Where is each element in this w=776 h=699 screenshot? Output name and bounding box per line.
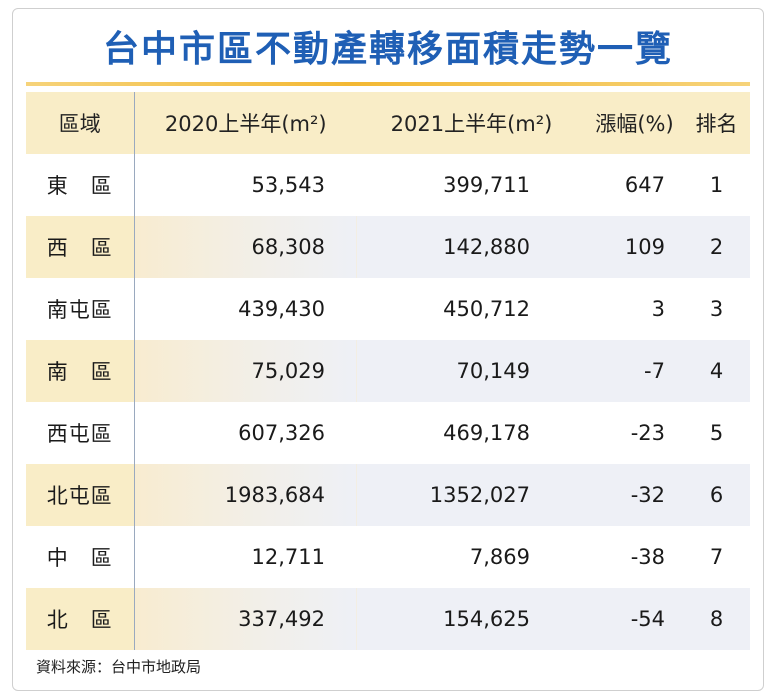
district-cell: 西屯區 <box>26 402 135 464</box>
table-row: 中 區 12,711 7,869 -38 7 <box>26 526 750 588</box>
area-2020-cell: 75,029 <box>134 340 357 402</box>
data-table: 區域 2020上半年(m²) 2021上半年(m²) 漲幅(%) 排名 東 區 … <box>26 92 751 650</box>
area-2020-cell: 1983,684 <box>134 464 357 526</box>
district-cell: 西 區 <box>26 216 135 278</box>
area-2020-cell: 337,492 <box>134 588 357 650</box>
rank-cell: 4 <box>683 340 750 402</box>
change-cell: -23 <box>586 402 683 464</box>
area-2021-cell: 7,869 <box>357 526 586 588</box>
area-2020-cell: 12,711 <box>134 526 357 588</box>
area-2021-cell: 399,711 <box>357 154 586 216</box>
district-cell: 東 區 <box>26 154 135 216</box>
change-cell: -32 <box>586 464 683 526</box>
header-row: 區域 2020上半年(m²) 2021上半年(m²) 漲幅(%) 排名 <box>26 92 750 154</box>
area-2020-cell: 607,326 <box>134 402 357 464</box>
area-2020-cell: 439,430 <box>134 278 357 340</box>
rank-cell: 2 <box>683 216 750 278</box>
column-header: 區域 <box>26 92 135 154</box>
area-2021-cell: 70,149 <box>357 340 586 402</box>
area-2021-cell: 154,625 <box>357 588 586 650</box>
area-2021-cell: 469,178 <box>357 402 586 464</box>
column-header: 2021上半年(m²) <box>357 92 586 154</box>
area-2020-cell: 68,308 <box>134 216 357 278</box>
change-cell: -54 <box>586 588 683 650</box>
accent-rule <box>26 82 750 86</box>
change-cell: 3 <box>586 278 683 340</box>
change-cell: 109 <box>586 216 683 278</box>
area-2021-cell: 142,880 <box>357 216 586 278</box>
table-frame <box>12 8 764 691</box>
district-cell: 南 區 <box>26 340 135 402</box>
column-header: 2020上半年(m²) <box>134 92 357 154</box>
rank-cell: 6 <box>683 464 750 526</box>
table-row: 北 區 337,492 154,625 -54 8 <box>26 588 750 650</box>
rank-cell: 8 <box>683 588 750 650</box>
rank-cell: 3 <box>683 278 750 340</box>
district-cell: 南屯區 <box>26 278 135 340</box>
rank-cell: 5 <box>683 402 750 464</box>
table-row: 西屯區 607,326 469,178 -23 5 <box>26 402 750 464</box>
table-row: 西 區 68,308 142,880 109 2 <box>26 216 750 278</box>
table-row: 南 區 75,029 70,149 -7 4 <box>26 340 750 402</box>
area-2021-cell: 1352,027 <box>357 464 586 526</box>
column-header: 排名 <box>683 92 750 154</box>
column-header: 漲幅(%) <box>586 92 683 154</box>
source-note: 資料來源：台中市地政局 <box>36 658 202 676</box>
table-row: 北屯區 1983,684 1352,027 -32 6 <box>26 464 750 526</box>
change-cell: -7 <box>586 340 683 402</box>
area-2020-cell: 53,543 <box>134 154 357 216</box>
table-title: 台中市區不動產轉移面積走勢一覽 <box>102 29 673 70</box>
district-cell: 北 區 <box>26 588 135 650</box>
rank-cell: 1 <box>683 154 750 216</box>
area-2021-cell: 450,712 <box>357 278 586 340</box>
district-cell: 北屯區 <box>26 464 135 526</box>
table-row: 南屯區 439,430 450,712 3 3 <box>26 278 750 340</box>
rank-cell: 7 <box>683 526 750 588</box>
change-cell: -38 <box>586 526 683 588</box>
district-cell: 中 區 <box>26 526 135 588</box>
change-cell: 647 <box>586 154 683 216</box>
table-row: 東 區 53,543 399,711 647 1 <box>26 154 750 216</box>
